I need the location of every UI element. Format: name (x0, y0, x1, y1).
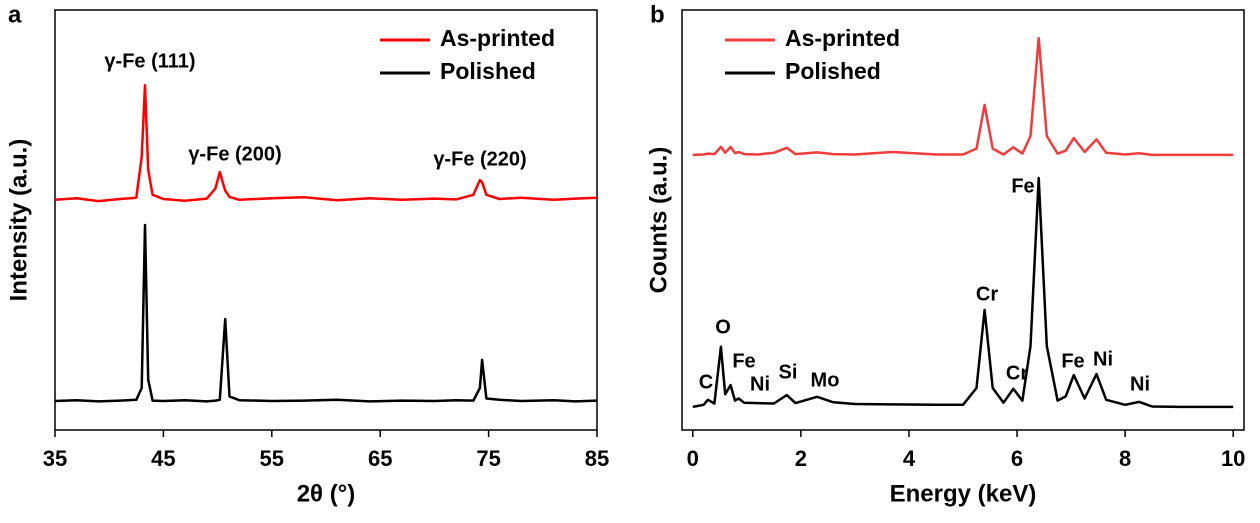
panel-label: a (8, 1, 22, 28)
y-axis-title: Intensity (a.u.) (5, 139, 32, 302)
legend-label: Polished (785, 58, 881, 84)
series-line (54, 223, 598, 403)
legend-label: As-printed (785, 25, 900, 51)
x-tick-label: 0 (687, 446, 699, 471)
peak-label: Fe (1011, 175, 1034, 197)
x-tick-label: 45 (151, 446, 175, 471)
x-tick-label: 8 (1119, 446, 1131, 471)
peak-label: γ-Fe (200) (188, 143, 281, 165)
peak-label: Fe (732, 350, 755, 372)
peak-label: Mo (811, 369, 840, 391)
x-tick-label: 65 (368, 446, 392, 471)
legend-label: Polished (440, 58, 536, 84)
plot-frame (681, 9, 1245, 431)
series-line (54, 83, 598, 203)
legend-label: As-printed (440, 25, 555, 51)
peak-label: Cr (1006, 362, 1028, 384)
x-tick-label: 4 (903, 446, 916, 471)
peak-label: Ni (1093, 348, 1113, 370)
peak-label: Ni (750, 373, 770, 395)
x-tick-label: 35 (43, 446, 67, 471)
peak-label: Si (779, 361, 798, 383)
y-axis-title: Counts (a.u.) (645, 147, 672, 294)
peak-label: γ-Fe (111) (104, 50, 195, 72)
peak-label: O (715, 316, 731, 338)
x-axis-title: 2θ (°) (297, 480, 356, 507)
x-tick-label: 55 (260, 446, 284, 471)
x-axis-title: Energy (keV) (890, 480, 1037, 507)
x-tick-label: 10 (1221, 446, 1245, 471)
peak-label: Cr (976, 283, 998, 305)
x-tick-label: 85 (585, 446, 609, 471)
series-line (692, 176, 1234, 409)
x-tick-label: 2 (795, 446, 807, 471)
peak-label: Ni (1130, 373, 1150, 395)
peak-label: C (699, 371, 713, 393)
x-tick-label: 75 (476, 446, 500, 471)
peak-label: γ-Fe (220) (433, 148, 526, 170)
peak-label: Fe (1061, 350, 1084, 372)
series-line (692, 36, 1234, 157)
x-tick-label: 6 (1011, 446, 1023, 471)
panel-label: b (650, 1, 665, 28)
plot-frame (54, 9, 598, 431)
